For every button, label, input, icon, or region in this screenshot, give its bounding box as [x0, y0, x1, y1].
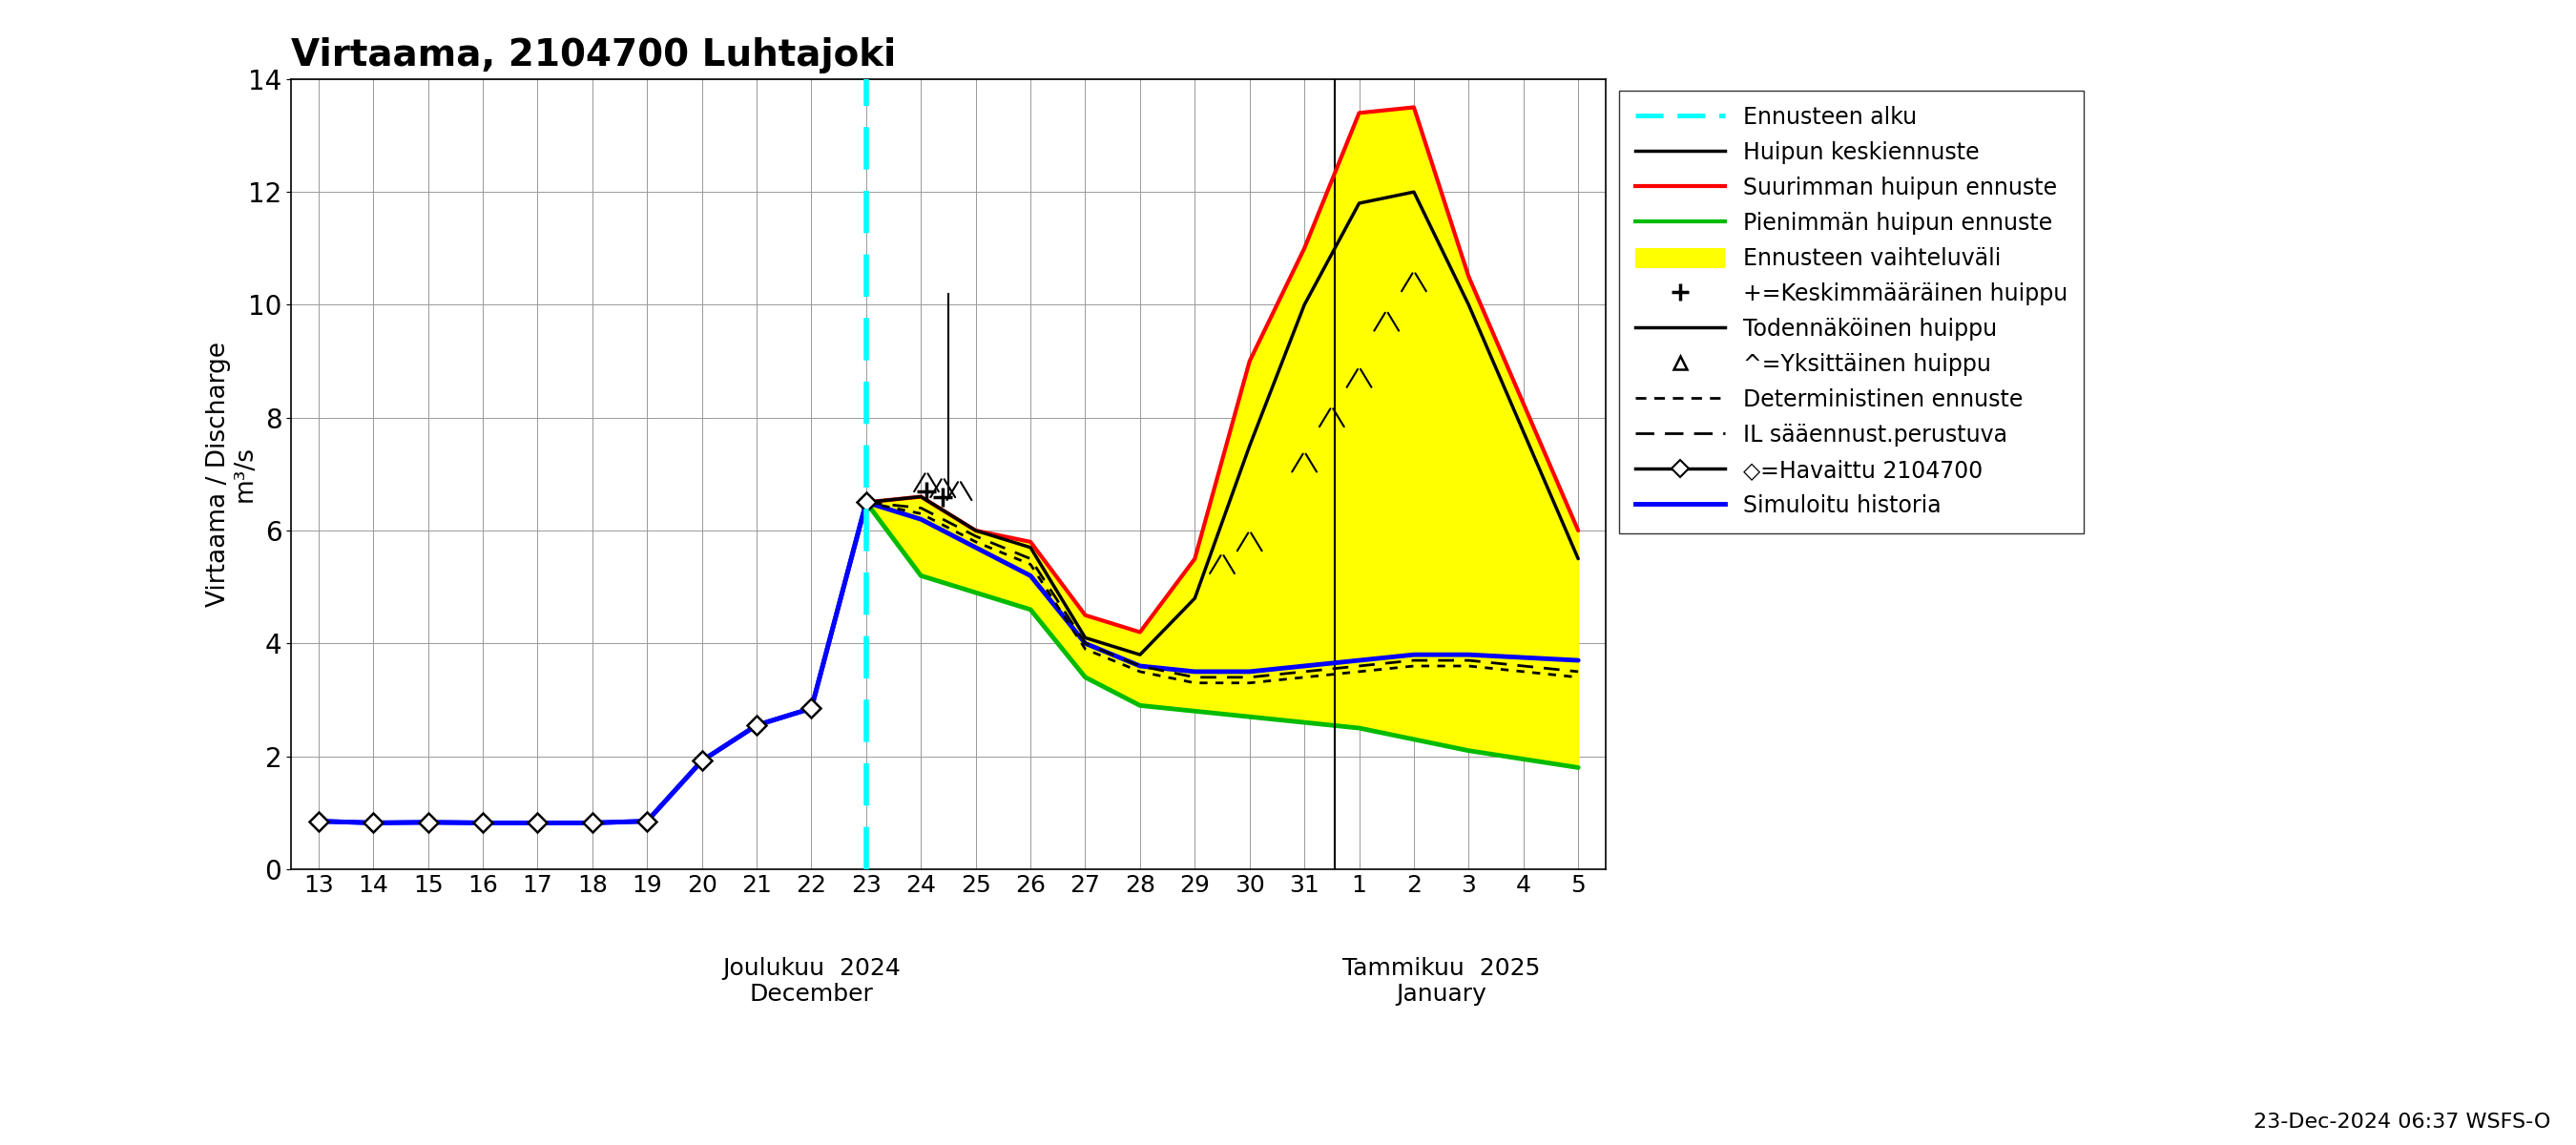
Text: Virtaama / Discharge: Virtaama / Discharge	[206, 341, 232, 607]
Text: m³/s: m³/s	[232, 445, 258, 503]
Text: 23-Dec-2024 06:37 WSFS-O: 23-Dec-2024 06:37 WSFS-O	[2254, 1113, 2550, 1131]
Text: Joulukuu  2024
December: Joulukuu 2024 December	[721, 956, 902, 1006]
Legend: Ennusteen alku, Huipun keskiennuste, Suurimman huipun ennuste, Pienimmän huipun : Ennusteen alku, Huipun keskiennuste, Suu…	[1620, 90, 2084, 532]
Text: Virtaama, 2104700 Luhtajoki: Virtaama, 2104700 Luhtajoki	[291, 37, 896, 73]
Text: Tammikuu  2025
January: Tammikuu 2025 January	[1342, 956, 1540, 1006]
